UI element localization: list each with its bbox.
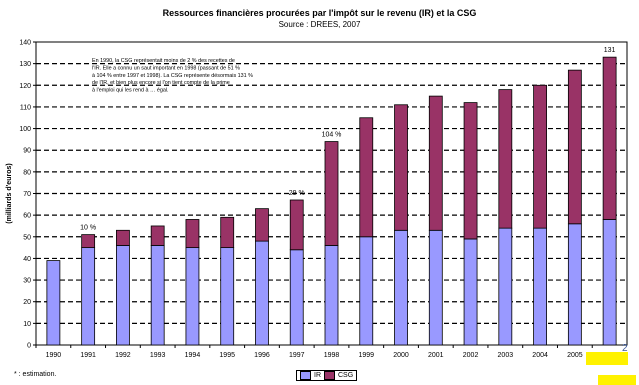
bar-csg (324, 141, 339, 246)
x-tick-label: 2001 (428, 352, 444, 359)
x-tick-label: 2002 (463, 352, 479, 359)
bar-csg (116, 229, 130, 246)
bar-ir (463, 238, 478, 346)
bar-ir (116, 245, 130, 346)
bar-ir (567, 223, 582, 346)
chart-footnote: * : estimation. (14, 371, 57, 378)
bar-csg (81, 234, 96, 249)
bar-csg (533, 84, 547, 229)
annotation-line: En 1990, la CSG représentait moins de 2 … (92, 58, 235, 64)
chart-subtitle: Source : DREES, 2007 (278, 20, 361, 29)
annotation-line: de l'IR, et bien plus encore si l'on tie… (92, 80, 230, 86)
x-tick-label: 1993 (150, 352, 166, 359)
x-tick-label: 1991 (80, 352, 96, 359)
legend-swatch-ir (300, 371, 311, 380)
x-tick-label: 1994 (185, 352, 201, 359)
bar-ir (533, 227, 547, 346)
bar-csg (220, 216, 235, 249)
bar-ir (428, 229, 443, 346)
annotation-text: En 1990, la CSG représentait moins de 2 … (92, 58, 253, 94)
y-tick-label: 80 (23, 169, 31, 176)
bar-ir (394, 229, 408, 346)
y-tick-label: 110 (20, 104, 31, 111)
handwritten-margin-note: 2 (622, 343, 628, 354)
y-tick-label: 0 (27, 343, 31, 350)
chart-title: Ressources financières procurées par l'i… (162, 8, 477, 18)
y-tick-label: 140 (19, 40, 31, 47)
x-tick-label: 2004 (532, 352, 548, 359)
bar-ir (602, 219, 617, 346)
bar-ir (359, 236, 374, 346)
y-tick-label: 70 (23, 191, 31, 198)
chart-legend: IR CSG (296, 370, 358, 381)
y-tick-label: 90 (23, 148, 31, 155)
bar-csg (602, 56, 617, 220)
bar-csg (150, 225, 165, 246)
bar-ir (81, 247, 96, 346)
y-axis-title: (milliards d'euros) (6, 163, 13, 223)
x-tick-label: 1997 (289, 352, 305, 359)
bar-csg (428, 95, 443, 231)
bar-ir (220, 247, 235, 346)
x-tick-label: 1995 (219, 352, 235, 359)
x-tick-label: 1999 (358, 352, 374, 359)
annotation-line: à l'emploi qui les rend à … égal. (92, 88, 169, 94)
y-tick-label: 130 (19, 61, 31, 68)
y-tick-label: 60 (23, 213, 31, 220)
bar-csg (463, 102, 478, 240)
bar-ir (289, 249, 304, 346)
bar-csg (289, 199, 304, 251)
bar-csg (498, 89, 513, 229)
bar-ir (46, 260, 61, 346)
data-label: 104 % (322, 132, 342, 139)
bar-ir (498, 227, 513, 346)
x-tick-label: 1990 (46, 352, 62, 359)
bar-csg (255, 208, 269, 242)
annotation-line: à 104 % entre 1997 et 1998). La CSG repr… (92, 73, 253, 79)
data-label: 131 (604, 47, 616, 54)
x-tick-label: 2005 (567, 352, 583, 359)
y-tick-label: 30 (23, 278, 31, 285)
bar-csg (567, 69, 582, 225)
data-label: 29 % (289, 190, 305, 197)
legend-swatch-csg (324, 371, 335, 380)
bar-csg (394, 104, 408, 231)
bar-ir (324, 245, 339, 346)
x-tick-label: 1992 (115, 352, 131, 359)
bar-ir (150, 245, 165, 346)
x-tick-label: 1998 (324, 352, 340, 359)
bar-ir (255, 240, 269, 346)
legend-label-csg: CSG (338, 372, 354, 379)
bar-ir (185, 247, 200, 346)
highlighter-mark (586, 352, 628, 365)
data-label: 10 % (80, 225, 96, 232)
y-tick-label: 20 (23, 299, 31, 306)
highlighter-mark (598, 375, 636, 385)
y-tick-label: 100 (19, 126, 31, 133)
y-tick-label: 10 (23, 321, 31, 328)
bar-csg (185, 219, 200, 249)
legend-label-ir: IR (314, 372, 321, 379)
x-tick-label: 1996 (254, 352, 270, 359)
y-tick-label: 50 (23, 234, 31, 241)
annotation-line: l'IR. Elle a connu un saut important en … (92, 65, 240, 71)
x-tick-label: 2000 (393, 352, 409, 359)
y-tick-label: 40 (23, 256, 31, 263)
bar-csg (359, 117, 374, 238)
y-tick-label: 120 (19, 83, 31, 90)
x-tick-label: 2003 (498, 352, 514, 359)
